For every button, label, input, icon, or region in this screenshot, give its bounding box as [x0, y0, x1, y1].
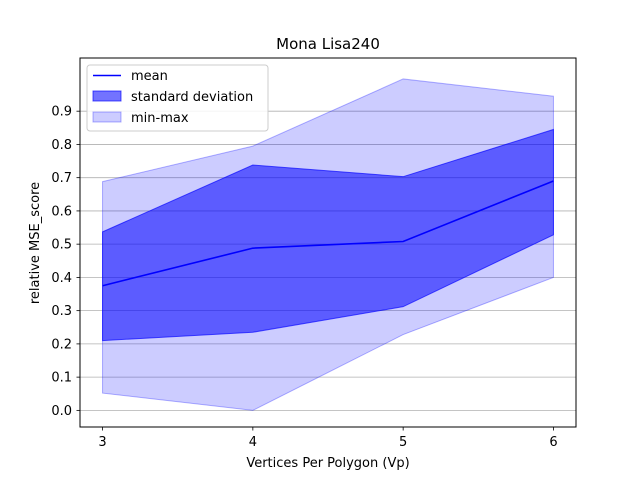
y-ticks: 0.0 0.1 0.2 0.3 0.4 0.5 0.6 0.7 0.8 0.9 [51, 105, 80, 419]
y-tick-label: 0.5 [51, 238, 72, 253]
legend-box [86, 64, 269, 132]
y-tick-label: 0.1 [51, 371, 72, 386]
x-tick-label: 4 [249, 435, 257, 450]
y-tick-label: 0.3 [51, 304, 72, 319]
x-tick-label: 5 [399, 435, 407, 450]
x-tick-label: 6 [549, 435, 557, 450]
y-tick-label: 0.8 [51, 138, 72, 153]
chart-title: Mona Lisa240 [276, 35, 380, 53]
y-tick-label: 0.7 [51, 171, 72, 186]
y-tick-label: 0.2 [51, 337, 72, 352]
x-tick-label: 3 [98, 435, 106, 450]
y-tick-label: 0.4 [51, 271, 72, 286]
plot-frame [79, 57, 577, 428]
legend-label-mean: mean [131, 69, 168, 84]
y-axis-label: relative MSE_score [28, 182, 43, 304]
legend-label-min-max: min-max [131, 111, 189, 126]
legend: mean standard deviation min-max [86, 64, 269, 132]
legend-swatch-min-max [92, 111, 122, 123]
y-tick-label: 0.6 [51, 204, 72, 219]
legend-swatch-standard-deviation [92, 90, 122, 102]
x-ticks: 3 4 5 6 [98, 427, 558, 450]
band-standard-deviation [102, 128, 554, 342]
line-layer [102, 180, 554, 287]
series-line-mean [102, 180, 554, 287]
x-axis-label: Vertices Per Polygon (Vp) [246, 456, 409, 471]
legend-label-standard-deviation: standard deviation [131, 90, 253, 105]
y-tick-label: 0.9 [51, 105, 72, 120]
y-tick-label: 0.0 [51, 404, 72, 419]
